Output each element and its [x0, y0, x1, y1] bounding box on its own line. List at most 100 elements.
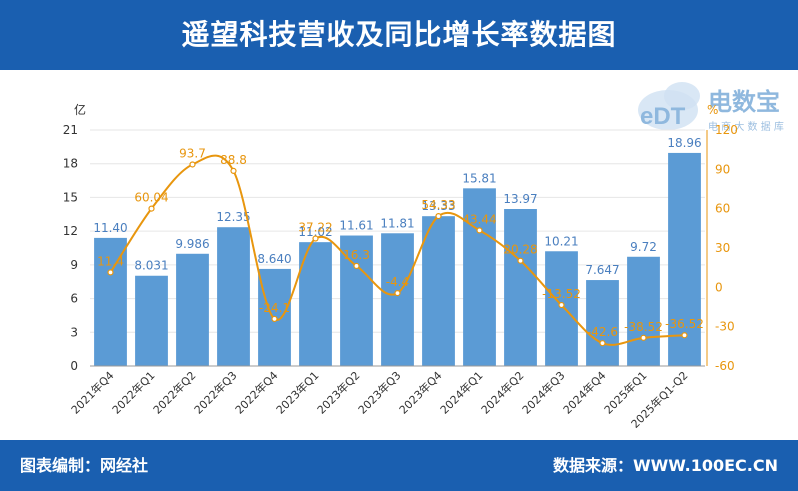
growth-rate-label: -13.52 [542, 287, 581, 301]
watermark-logo: eDT 电数宝 电 商 大 数 据 库 [630, 72, 795, 142]
chart-title: 遥望科技营收及同比增长率数据图 [181, 18, 617, 51]
y-left-tick-label: 18 [63, 157, 78, 171]
growth-rate-label: 37.22 [298, 221, 332, 235]
growth-rate-label: 43.44 [462, 212, 496, 226]
revenue-bar-label: 9.986 [175, 237, 209, 251]
growth-rate-label: 11.4 [97, 254, 124, 268]
revenue-bar-label: 9.72 [630, 240, 657, 254]
watermark-logo-text: eDT [640, 103, 686, 130]
revenue-bar-label: 11.61 [339, 219, 373, 233]
growth-rate-label: 93.7 [179, 146, 206, 160]
revenue-bar [176, 253, 209, 366]
revenue-bar-label: 13.97 [503, 192, 537, 206]
growth-rate-label: 54.33 [421, 198, 455, 212]
revenue-bar [135, 275, 168, 366]
revenue-bar-label: 8.031 [134, 259, 168, 273]
revenue-bar-label: 13.33 [421, 199, 455, 213]
revenue-bar-label: 10.21 [544, 234, 578, 248]
x-tick-label: 2022年Q3 [191, 368, 240, 417]
y-right-tick-label: 30 [715, 241, 730, 255]
growth-rate-point [271, 315, 278, 323]
y-right-tick-label: -30 [715, 320, 735, 334]
y-left-tick-label: 3 [70, 325, 78, 339]
revenue-bar-label: 15.81 [462, 171, 496, 185]
growth-rate-point [312, 235, 319, 242]
y-left-tick-label: 12 [63, 224, 78, 238]
growth-rate-point [599, 340, 606, 347]
header-bar: 遥望科技营收及同比增长率数据图 [0, 0, 798, 70]
growth-rate-point [353, 262, 360, 270]
revenue-bar [545, 251, 578, 366]
revenue-bar [627, 256, 660, 366]
revenue-bar [299, 242, 332, 366]
x-tick-label: 2024年Q4 [560, 368, 609, 417]
y-left-tick-label: 0 [70, 359, 78, 373]
y-left-unit: 亿 [74, 102, 86, 117]
revenue-bar-label: 11.02 [298, 225, 332, 239]
y-right-tick-label: 120 [715, 123, 738, 137]
growth-rate-point [148, 205, 155, 212]
growth-rate-label: -24.1 [259, 301, 290, 315]
growth-rate-label: 88.8 [220, 153, 247, 167]
growth-rate-point [435, 213, 442, 220]
growth-rate-point [189, 161, 196, 168]
y-right-tick-label: 0 [715, 280, 723, 294]
x-tick-label: 2023年Q3 [355, 368, 404, 417]
x-tick-label: 2024年Q2 [478, 368, 527, 417]
y-right-unit: % [707, 103, 718, 117]
growth-rate-line [109, 154, 685, 346]
x-tick-label: 2022年Q1 [109, 368, 158, 417]
x-tick-label: 2024年Q3 [519, 368, 568, 417]
revenue-bar [463, 188, 496, 366]
footer-source: 数据来源：WWW.100EC.CN [552, 456, 778, 475]
y-right-tick-label: 60 [715, 202, 730, 216]
revenue-bar-label: 12.35 [216, 210, 250, 224]
growth-rate-label: 60.04 [134, 191, 168, 205]
x-tick-label: 2023年Q2 [314, 368, 363, 417]
growth-rate-point [107, 269, 114, 276]
growth-rate-point [517, 257, 524, 264]
x-tick-label: 2021年Q4 [68, 368, 117, 417]
watermark-brand: 电数宝 [708, 88, 780, 116]
growth-rate-point [640, 334, 647, 341]
x-tick-label: 2022年Q2 [150, 368, 199, 417]
revenue-bar [504, 209, 537, 366]
footer-editor: 图表编制：网经社 [20, 456, 149, 475]
growth-rate-label: -42.6 [587, 325, 618, 339]
growth-rate-label: 16.3 [343, 248, 370, 262]
revenue-bar-label: 7.647 [585, 263, 619, 277]
revenue-bar [217, 227, 250, 366]
revenue-bar-label: 11.81 [380, 216, 414, 230]
growth-rate-label: -4.4 [386, 275, 409, 289]
growth-rate-point [681, 332, 688, 339]
revenue-bar [668, 152, 701, 366]
x-tick-label: 2023年Q4 [396, 368, 445, 417]
growth-rate-point [558, 301, 565, 309]
x-tick-label: 2023年Q1 [273, 368, 322, 417]
growth-rate-label: -38.52 [624, 320, 663, 334]
x-tick-label: 2024年Q1 [437, 368, 486, 417]
x-tick-label: 2022年Q4 [232, 368, 281, 417]
y-right-tick-label: -60 [715, 359, 735, 373]
revenue-bar [586, 280, 619, 366]
growth-rate-label: -36.52 [665, 317, 704, 331]
watermark-sub: 电 商 大 数 据 库 [708, 120, 784, 133]
growth-rate-point [476, 227, 483, 234]
revenue-bar-label: 18.96 [667, 136, 701, 150]
revenue-bar [422, 216, 455, 366]
revenue-bar-label: 11.40 [93, 221, 127, 235]
growth-rate-point [230, 167, 237, 175]
revenue-bar [94, 237, 127, 366]
revenue-bar-label: 8.640 [257, 252, 291, 266]
y-left-tick-label: 15 [63, 190, 78, 204]
cloud-icon [638, 82, 700, 130]
growth-rate-label: 20.28 [503, 243, 537, 257]
y-left-tick-label: 9 [70, 258, 78, 272]
revenue-bar [381, 233, 414, 366]
growth-rate-point [394, 290, 401, 297]
y-right-tick-label: 90 [715, 162, 730, 176]
y-left-tick-label: 6 [70, 292, 78, 306]
footer-bar: 图表编制：网经社 数据来源：WWW.100EC.CN [0, 440, 798, 491]
y-left-tick-label: 21 [63, 123, 78, 137]
